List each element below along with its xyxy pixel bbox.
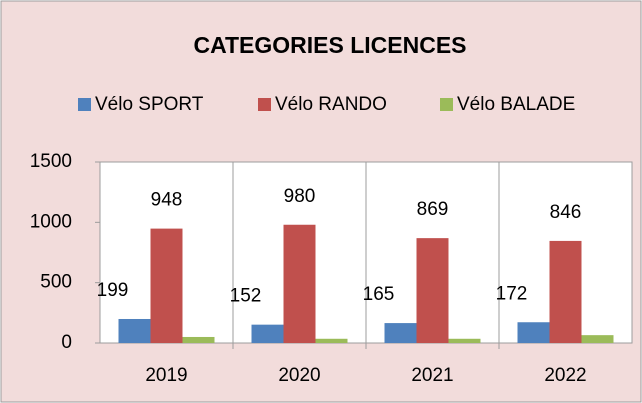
bar <box>549 240 582 343</box>
data-label: 869 <box>417 199 449 220</box>
data-label: 980 <box>284 186 316 207</box>
chart-title: CATEGORIES LICENCES <box>193 32 466 58</box>
data-label: 165 <box>363 284 395 305</box>
bar <box>251 324 284 343</box>
data-label: 199 <box>97 280 129 301</box>
bar <box>182 336 215 343</box>
bar <box>315 338 348 343</box>
bar <box>283 224 316 343</box>
bar <box>384 323 417 343</box>
bar <box>581 335 614 343</box>
data-label: 948 <box>151 190 183 211</box>
bar <box>150 228 183 343</box>
data-label: 846 <box>550 202 582 223</box>
x-tick-label: 2020 <box>278 365 320 386</box>
y-tick-label: 1000 <box>30 211 72 232</box>
data-label: 152 <box>230 286 262 307</box>
x-tick-label: 2019 <box>145 365 187 386</box>
legend-swatch <box>258 98 271 111</box>
x-tick-label: 2021 <box>411 365 453 386</box>
legend-label: Vélo RANDO <box>275 94 387 115</box>
bar <box>118 318 151 343</box>
legend-swatch <box>440 98 453 111</box>
bar <box>416 238 449 343</box>
x-tick-label: 2022 <box>544 365 586 386</box>
legend-label: Vélo SPORT <box>95 94 204 115</box>
y-tick-label: 1500 <box>30 151 72 172</box>
y-tick-label: 0 <box>61 332 72 353</box>
legend-swatch <box>78 98 91 111</box>
data-label: 172 <box>496 283 528 304</box>
y-tick-label: 500 <box>40 272 72 293</box>
legend-label: Vélo BALADE <box>457 94 575 115</box>
bar <box>517 322 550 343</box>
bar <box>448 338 481 343</box>
